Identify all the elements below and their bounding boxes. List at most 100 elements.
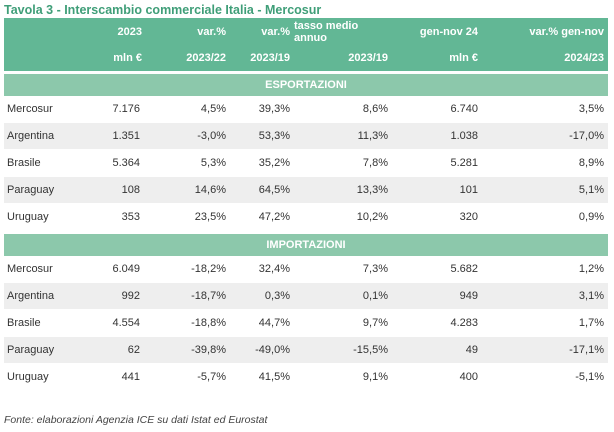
header-unit-2023: mln € <box>113 52 142 64</box>
country-cell: Uruguay <box>7 371 49 383</box>
table-row: Mercosur 7.176 4,5% 39,3% 8,6% 6.740 3,5% <box>4 96 608 123</box>
table-row: Uruguay 441 -5,7% 41,5% 9,1% 400 -5,1% <box>4 364 608 391</box>
value-cell: 10,2% <box>356 211 388 223</box>
value-cell: 1.038 <box>450 130 478 142</box>
value-cell: -18,8% <box>191 317 226 329</box>
table-title: Tavola 3 - Interscambio commerciale Ital… <box>4 3 322 17</box>
value-cell: 23,5% <box>194 211 226 223</box>
value-cell: -5,1% <box>575 371 604 383</box>
value-cell: 353 <box>121 211 140 223</box>
country-cell: Paraguay <box>7 184 55 196</box>
value-cell: 1,7% <box>578 317 604 329</box>
value-cell: 4.554 <box>112 317 140 329</box>
value-cell: 0,1% <box>362 290 388 302</box>
country-cell: Uruguay <box>7 211 49 223</box>
value-cell: 62 <box>127 344 140 356</box>
section-header: ESPORTAZIONI <box>4 71 608 96</box>
value-cell: 108 <box>121 184 140 196</box>
value-cell: -39,8% <box>191 344 226 356</box>
value-cell: 5,1% <box>578 184 604 196</box>
country-cell: Mercosur <box>7 263 53 275</box>
header-period-3: 2023/19 <box>348 52 388 64</box>
value-cell: 1,2% <box>578 263 604 275</box>
country-cell: Brasile <box>7 317 41 329</box>
country-cell: Brasile <box>7 157 41 169</box>
value-cell: 3,5% <box>578 103 604 115</box>
value-cell: -18,7% <box>191 290 226 302</box>
value-cell: 1.351 <box>112 130 140 142</box>
value-cell: 5.682 <box>450 263 478 275</box>
value-cell: -17,0% <box>569 130 604 142</box>
value-cell: 11,3% <box>357 130 388 142</box>
value-cell: -17,1% <box>569 344 604 356</box>
table-row: Mercosur 6.049 -18,2% 32,4% 7,3% 5.682 1,2% <box>4 256 608 283</box>
table-header: 2023 var.% var.% tasso medio annuo gen-n… <box>4 18 608 71</box>
header-var-2023-19: var.% <box>261 25 290 38</box>
value-cell: 7,8% <box>362 157 388 169</box>
value-cell: 9,7% <box>362 317 388 329</box>
header-var-2023-22: var.% <box>197 25 226 38</box>
table-body: ESPORTAZIONI Mercosur 7.176 4,5% 39,3% 8,6% 6.… <box>4 71 608 391</box>
trade-table: 2023 var.% var.% tasso medio annuo gen-n… <box>4 18 608 391</box>
header-period-1: 2023/22 <box>186 52 226 64</box>
source-note: Fonte: elaborazioni Agenzia ICE su dati … <box>4 414 268 426</box>
value-cell: -3,0% <box>197 130 226 142</box>
country-cell: Mercosur <box>7 103 53 115</box>
value-cell: 320 <box>459 211 478 223</box>
table-row: Uruguay 353 23,5% 47,2% 10,2% 320 0,9% <box>4 204 608 231</box>
value-cell: 64,5% <box>258 184 290 196</box>
value-cell: 4,5% <box>200 103 226 115</box>
value-cell: 39,3% <box>258 103 290 115</box>
value-cell: 101 <box>459 184 478 196</box>
country-cell: Argentina <box>7 130 55 142</box>
value-cell: 5.281 <box>450 157 478 169</box>
table-row: Paraguay 62 -39,8% -49,0% -15,5% 49 -17,1% <box>4 337 608 364</box>
value-cell: 44,7% <box>258 317 290 329</box>
value-cell: 5,3% <box>200 157 226 169</box>
header-unit-gen-nov: mln € <box>449 52 478 64</box>
section-header: IMPORTAZIONI <box>4 231 608 256</box>
table-row: Brasile 4.554 -18,8% 44,7% 9,7% 4.283 1,7% <box>4 310 608 337</box>
value-cell: -5,7% <box>197 371 226 383</box>
header-var-gen-nov: var.% gen-nov <box>529 25 604 38</box>
value-cell: 400 <box>459 371 478 383</box>
value-cell: 6.740 <box>450 103 478 115</box>
value-cell: 53,3% <box>258 130 290 142</box>
header-spacer-2 <box>4 45 86 71</box>
value-cell: 7.176 <box>112 103 140 115</box>
table-row: Argentina 992 -18,7% 0,3% 0,1% 949 3,1% <box>4 283 608 310</box>
table-row: Argentina 1.351 -3,0% 53,3% 11,3% 1.038 -17,0% <box>4 123 608 150</box>
country-cell: Paraguay <box>7 344 55 356</box>
header-2023: 2023 <box>117 25 142 38</box>
value-cell: 4.283 <box>450 317 478 329</box>
value-cell: 14,6% <box>194 184 226 196</box>
header-gen-nov: gen-nov 24 <box>419 25 478 38</box>
value-cell: 7,3% <box>362 263 388 275</box>
value-cell: 949 <box>459 290 478 302</box>
value-cell: 13,3% <box>356 184 388 196</box>
value-cell: 3,1% <box>578 290 604 302</box>
value-cell: 992 <box>121 290 140 302</box>
value-cell: -15,5% <box>353 344 388 356</box>
value-cell: 41,5% <box>258 371 290 383</box>
header-period-2: 2023/19 <box>250 52 290 64</box>
value-cell: 49 <box>465 344 478 356</box>
header-period-4: 2024/23 <box>564 52 604 64</box>
value-cell: 8,9% <box>578 157 604 169</box>
table-row: Paraguay 108 14,6% 64,5% 13,3% 101 5,1% <box>4 177 608 204</box>
value-cell: 0,9% <box>578 211 604 223</box>
value-cell: -18,2% <box>191 263 226 275</box>
value-cell: 35,2% <box>258 157 290 169</box>
value-cell: 441 <box>121 371 140 383</box>
value-cell: 6.049 <box>112 263 140 275</box>
value-cell: 8,6% <box>362 103 388 115</box>
header-spacer <box>4 18 86 45</box>
value-cell: 5.364 <box>112 157 140 169</box>
value-cell: 9,1% <box>362 371 388 383</box>
value-cell: -49,0% <box>255 344 290 356</box>
header-tasso: tasso medio annuo <box>294 19 359 44</box>
value-cell: 0,3% <box>264 290 290 302</box>
table-row: Brasile 5.364 5,3% 35,2% 7,8% 5.281 8,9% <box>4 150 608 177</box>
value-cell: 47,2% <box>258 211 290 223</box>
value-cell: 32,4% <box>258 263 290 275</box>
